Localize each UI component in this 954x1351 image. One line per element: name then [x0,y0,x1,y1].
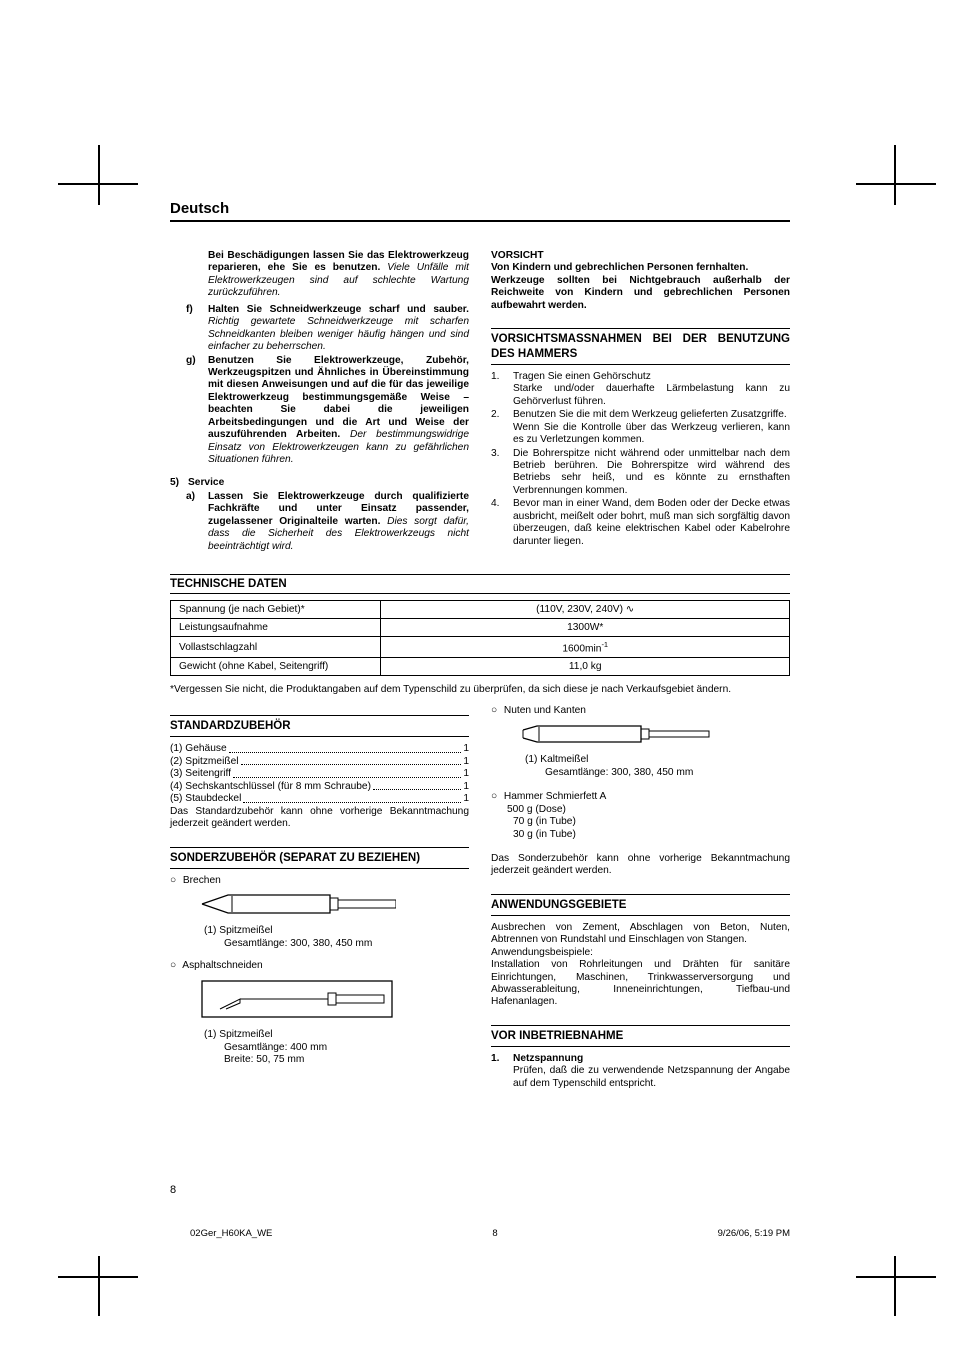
bullet-icon: ○ [170,960,180,972]
page-number: 8 [170,1184,176,1196]
vi1-m: 1. [491,371,513,408]
asphalt-name: (1) Spitzmeißel [170,1029,469,1041]
footer-left: 02Ger_H60KA_WE [190,1228,272,1239]
vorsicht-l1: Von Kindern und gebrechlichen Personen f… [491,262,790,274]
item-f-bold: Halten Sie Schneidwerkzeuge scharf und s… [208,304,469,315]
bullpoint-art [200,893,469,919]
spec-table: Spannung (je nach Gebiet)* (110V, 230V, … [170,600,790,676]
brechen-name: (1) Spitzmeißel [170,925,469,937]
std2: (2) Spitzmeißel [170,756,239,768]
vor-head: Netzspannung [513,1053,583,1064]
item-f-ital: Richtig gewartete Schneidwerkzeuge mit s… [208,316,469,352]
fett-head: Hammer Schmierfett A [504,791,606,802]
std4q: 1 [463,781,469,793]
vi3-t: Die Bohrerspitze nicht während oder unmi… [513,448,790,498]
language-header: Deutsch [170,200,790,222]
marker-g: g) [186,355,208,467]
vi2-t: Benutzen Sie die mit dem Werkzeug gelief… [513,409,787,420]
std2q: 1 [463,756,469,768]
section-anw: ANWENDUNGSGEBIETE [491,894,790,916]
vor-body: Prüfen, daß die zu verwendende Netzspann… [513,1065,790,1088]
marker-5: 5) [170,477,188,489]
vi4-t: Bevor man in einer Wand, dem Boden oder … [513,498,790,548]
spec-r0-l: Spannung (je nach Gebiet)* [171,601,381,619]
fett-l2: 70 g (in Tube) [491,816,790,828]
section-std: STANDARDZUBEHÖR [170,715,469,737]
vor-m: 1. [491,1053,513,1090]
bullet-icon: ○ [170,875,180,887]
vi3-m: 3. [491,448,513,498]
vi2-m: 2. [491,409,513,446]
marker-5a: a) [186,491,208,553]
bullet-icon: ○ [491,705,501,717]
bullet-icon: ○ [491,791,501,803]
cutter-art [200,979,469,1023]
spec-r3-l: Gewicht (ohne Kabel, Seitengriff) [171,658,381,676]
std3q: 1 [463,768,469,780]
fett-l3: 30 g (in Tube) [491,829,790,841]
nuten-len: Gesamtlänge: 300, 380, 450 mm [491,767,790,779]
anw-p2: Anwendungsbeispiele: [491,947,790,959]
std5: (5) Staubdeckel [170,793,241,805]
coldchisel-art [521,724,790,748]
spec-r2-l: Vollastschlagzahl [171,637,381,658]
vorsicht-head: VORSICHT [491,250,790,262]
item-g-bold: Benutzen Sie Elektrowerkzeuge, Zubehör, … [208,355,469,441]
std1q: 1 [463,743,469,755]
section-sonder: SONDERZUBEHÖR (separat zu beziehen) [170,847,469,869]
vi2-s: Wenn Sie die Kontrolle über das Werkzeug… [513,422,790,445]
vorsicht-l2: Werkzeuge sollten bei Nichtgebrauch auße… [491,275,790,312]
std1: (1) Gehäuse [170,743,227,755]
brechen-len: Gesamtlänge: 300, 380, 450 mm [170,938,469,950]
spec-r3-v: 11,0 kg [381,658,790,676]
spec-r1-v: 1300W* [381,619,790,637]
vi1-s: Starke und/oder dauerhafte Lärmbelastung… [513,383,790,406]
nuten-name: (1) Kaltmeißel [491,754,790,766]
item5-head: Service [188,477,469,489]
std4: (4) Sechskantschlüssel (für 8 mm Schraub… [170,781,371,793]
brechen-head: Brechen [183,875,221,886]
fett-l1: 500 g (Dose) [491,804,790,816]
asphalt-len: Gesamtlänge: 400 mm [170,1042,469,1054]
std-note: Das Standardzubehör kann ohne vorherige … [170,806,469,831]
section-tech: TECHNISCHE DATEN [170,574,790,594]
footer-right: 9/26/06, 5:19 PM [718,1228,790,1239]
vi4-m: 4. [491,498,513,548]
vi1-t: Tragen Sie einen Gehörschutz [513,371,651,382]
footer-center: 8 [492,1228,497,1239]
sonder-note: Das Sonderzubehör kann ohne vorherige Be… [491,853,790,878]
section-vorsichts: VORSICHTSMASSNAHMEN BEI DER BENUTZUNG DE… [491,328,790,365]
marker-f: f) [186,304,208,354]
section-vor: VOR INBETRIEBNAHME [491,1025,790,1047]
anw-p3: Installation von Rohrleitungen und Dräht… [491,959,790,1009]
spec-note: *Vergessen Sie nicht, die Produktangaben… [170,684,790,695]
asphalt-width: Breite: 50, 75 mm [170,1054,469,1066]
asphalt-head: Asphaltschneiden [182,960,262,971]
spec-r1-l: Leistungsaufnahme [171,619,381,637]
spec-r2-v: 1600min-1 [381,637,790,658]
std5q: 1 [463,793,469,805]
spec-r0-v: (110V, 230V, 240V) ∿ [381,601,790,619]
std3: (3) Seitengriff [170,768,231,780]
nuten-head: Nuten und Kanten [504,705,586,716]
anw-p1: Ausbrechen von Zement, Abschlagen von Be… [491,922,790,947]
